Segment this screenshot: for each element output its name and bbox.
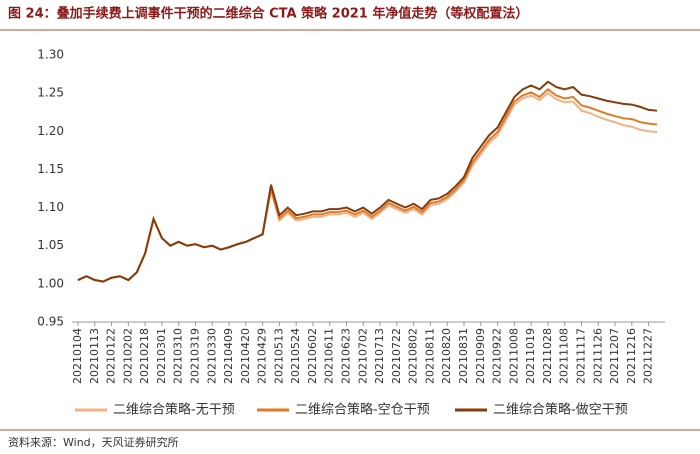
x-tick-label: 20210301 <box>155 328 168 384</box>
x-tick-label: 20210831 <box>457 328 470 384</box>
x-tick-label: 20211216 <box>625 328 638 384</box>
x-tick-label: 20211019 <box>524 328 537 384</box>
x-tick-label: 20211117 <box>574 328 587 384</box>
x-tick-label: 20211108 <box>558 328 571 384</box>
chart-title: 图 24：叠加手续费上调事件干预的二维综合 CTA 策略 2021 年净值走势（… <box>8 6 528 22</box>
series-line <box>77 88 658 283</box>
series-line <box>77 80 658 283</box>
y-tick-label: 1.20 <box>37 124 64 138</box>
x-tick-label: 20210820 <box>440 328 453 384</box>
y-tick-label: 1.00 <box>37 276 64 290</box>
y-tick-label: 1.25 <box>37 86 64 100</box>
y-tick-label: 1.30 <box>37 48 64 62</box>
x-tick-label: 20210922 <box>491 328 504 384</box>
legend-label: 二维综合策略-空仓干预 <box>295 402 430 418</box>
x-tick-label: 20210429 <box>256 328 269 384</box>
x-tick-label: 20210524 <box>289 328 302 384</box>
series-line <box>77 91 658 283</box>
x-tick-label: 20210702 <box>356 328 369 384</box>
x-tick-label: 20210202 <box>121 328 134 384</box>
x-tick-label: 20210611 <box>323 328 336 384</box>
x-tick-label: 20210104 <box>71 328 84 384</box>
y-tick-label: 1.10 <box>37 200 64 214</box>
x-tick-label: 20211126 <box>591 328 604 384</box>
x-tick-label: 20210218 <box>138 328 151 384</box>
x-tick-label: 20210623 <box>340 328 353 384</box>
x-tick-label: 20211008 <box>507 328 520 384</box>
x-tick-label: 20211207 <box>608 328 621 384</box>
x-tick-label: 20210310 <box>172 328 185 384</box>
source: 资料来源：Wind，天风证券研究所 <box>8 435 179 449</box>
x-tick-label: 20210909 <box>474 328 487 384</box>
legend-label: 二维综合策略-做空干预 <box>493 402 628 418</box>
x-tick-label: 20210409 <box>222 328 235 384</box>
y-tick-label: 0.95 <box>37 315 64 329</box>
x-tick-label: 20210802 <box>407 328 420 384</box>
y-tick-label: 1.15 <box>37 162 64 176</box>
x-tick-label: 20210122 <box>105 328 118 384</box>
x-tick-label: 20210722 <box>390 328 403 384</box>
x-tick-label: 20210113 <box>88 328 101 384</box>
x-tick-label: 20210811 <box>423 328 436 384</box>
x-tick-label: 20210602 <box>306 328 319 384</box>
x-tick-label: 20210713 <box>373 328 386 384</box>
x-tick-label: 20210513 <box>272 328 285 384</box>
legend-label: 二维综合策略-无干预 <box>113 402 235 418</box>
x-tick-label: 20211227 <box>642 328 655 384</box>
x-tick-label: 20210330 <box>205 328 218 384</box>
x-tick-label: 20210420 <box>239 328 252 384</box>
y-tick-label: 1.05 <box>37 238 64 252</box>
x-tick-label: 20210319 <box>188 328 201 384</box>
x-tick-label: 20211028 <box>541 328 554 384</box>
